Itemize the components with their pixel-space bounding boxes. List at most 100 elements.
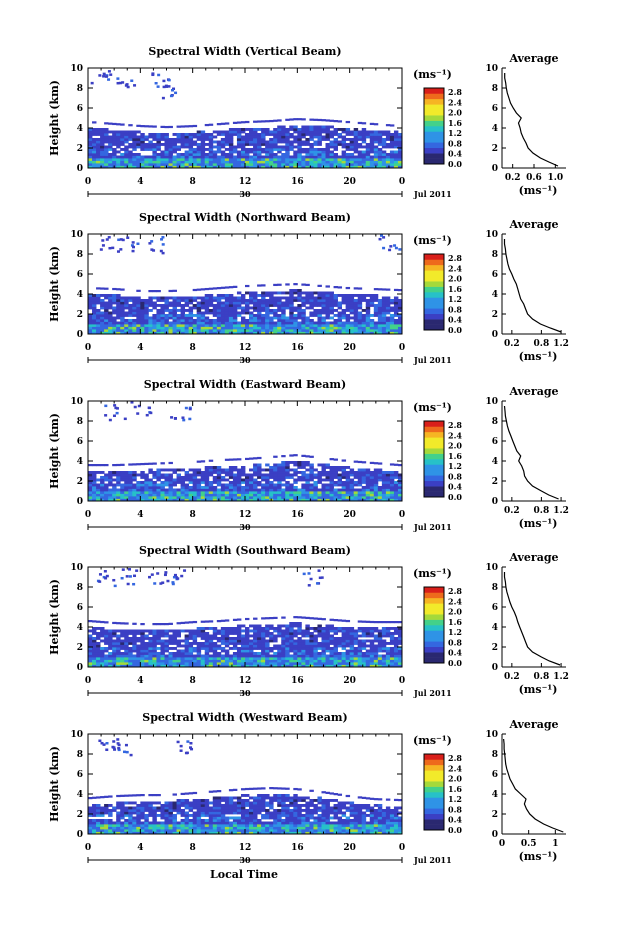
heatmap-cell — [337, 659, 343, 663]
heatmap-cell — [353, 473, 359, 477]
heatmap-cell — [257, 133, 262, 136]
heatmap-cell — [208, 620, 214, 623]
x-tick-label: 0 — [85, 676, 91, 686]
heatmap-cell — [100, 486, 105, 489]
heatmap-cell — [182, 418, 186, 422]
heatmap-cell — [92, 632, 97, 635]
heatmap-cell — [92, 296, 97, 300]
heatmap-cell — [160, 496, 165, 499]
heatmap-cell — [128, 637, 133, 640]
heatmap-cell — [309, 664, 314, 668]
heatmap-cell — [349, 639, 355, 643]
heatmap-cell — [357, 657, 363, 660]
heatmap-cell — [140, 314, 145, 317]
heatmap-cell — [176, 321, 181, 325]
heatmap-cell — [192, 135, 198, 139]
heatmap-cell — [345, 128, 351, 131]
heatmap-cell — [228, 321, 234, 325]
heatmap-cell — [329, 466, 334, 469]
heatmap-cell — [261, 150, 266, 154]
heatmap-cell — [224, 155, 230, 159]
heatmap-cell — [100, 491, 105, 494]
heatmap-cell — [373, 133, 379, 136]
heatmap-cell — [249, 639, 254, 643]
heatmap-cells — [88, 234, 403, 335]
heatmap-cell — [301, 296, 306, 300]
heatmap-cell — [88, 657, 93, 660]
heatmap-cell — [172, 301, 177, 305]
heatmap-cell — [265, 647, 270, 650]
heatmap-cell — [188, 165, 194, 169]
heatmap-cell — [136, 488, 141, 492]
heatmap-cell — [329, 468, 334, 472]
heatmap-cell — [341, 488, 347, 492]
heatmap-cell — [220, 311, 226, 315]
heatmap-cell — [112, 296, 117, 300]
heatmap-cell — [112, 130, 117, 134]
heatmap-cell — [172, 321, 177, 325]
heatmap-cell — [249, 291, 254, 295]
heatmap-cell — [265, 148, 270, 151]
heatmap-cell — [277, 473, 282, 477]
colorbar-tick-label: 1.2 — [448, 294, 462, 304]
heatmap-cell — [341, 627, 347, 630]
heatmap-cell — [369, 160, 375, 164]
heatmap-cell — [281, 649, 286, 653]
heatmap-cell — [136, 491, 141, 494]
heatmap-cell — [196, 659, 202, 663]
heatmap-cell — [228, 296, 234, 300]
heatmap-cell — [184, 647, 190, 650]
heatmap-cell — [357, 659, 363, 663]
heatmap-cell — [240, 331, 246, 335]
heatmap-cell — [164, 326, 169, 330]
heatmap-cell — [212, 150, 218, 154]
heatmap-cell — [305, 133, 310, 136]
heatmap-cell — [136, 316, 141, 320]
avg-y-tick-label: 8 — [492, 417, 498, 427]
heatmap-cell — [136, 659, 141, 663]
heatmap-cell — [124, 632, 129, 635]
heatmap-cell — [281, 130, 286, 134]
heatmap-cell — [269, 329, 274, 332]
heatmap-cell — [169, 94, 173, 98]
heatmap-cell — [385, 165, 391, 169]
heatmap-cell — [265, 491, 270, 494]
heatmap-cell — [321, 160, 326, 164]
heatmap-cell — [257, 140, 262, 144]
heatmap-cell — [184, 662, 190, 665]
heatmap-cell — [152, 138, 157, 141]
heatmap-cell — [172, 160, 177, 164]
heatmap-cell — [261, 483, 266, 487]
heatmap-cell — [313, 654, 318, 658]
heatmap-cell — [281, 476, 286, 479]
heatmap-cell — [385, 649, 391, 653]
heatmap-cell — [180, 491, 186, 494]
heatmap-cell — [357, 135, 363, 139]
heatmap-cell — [140, 163, 145, 166]
colorbar-unit: (ms⁻¹) — [413, 401, 452, 414]
heatmap-cell — [164, 133, 169, 136]
heatmap-cell — [101, 244, 105, 247]
heatmap-cell — [108, 639, 113, 643]
heatmap-cell — [128, 138, 133, 141]
heatmap-cell — [269, 163, 274, 166]
heatmap-cell — [289, 483, 294, 487]
colorbar-swatch — [424, 453, 444, 460]
heatmap-cell — [240, 299, 246, 302]
x-tick-label: 4 — [137, 177, 143, 187]
heatmap-cell — [108, 664, 113, 668]
heatmap-cell — [357, 644, 363, 648]
heatmap-cell — [212, 165, 218, 169]
heatmap-cell — [208, 491, 214, 494]
heatmap-cell — [144, 498, 149, 502]
heatmap-cell — [212, 498, 218, 502]
heatmap-cell — [397, 306, 403, 310]
heatmap-cell — [345, 319, 351, 322]
heatmap-cell — [349, 155, 355, 159]
heatmap-cell — [180, 306, 186, 310]
heatmap-cell — [204, 316, 210, 320]
heatmap-cell — [365, 311, 371, 315]
heatmap-cell — [257, 319, 262, 322]
heatmap-cell — [281, 160, 286, 164]
heatmap-cell — [309, 291, 314, 295]
